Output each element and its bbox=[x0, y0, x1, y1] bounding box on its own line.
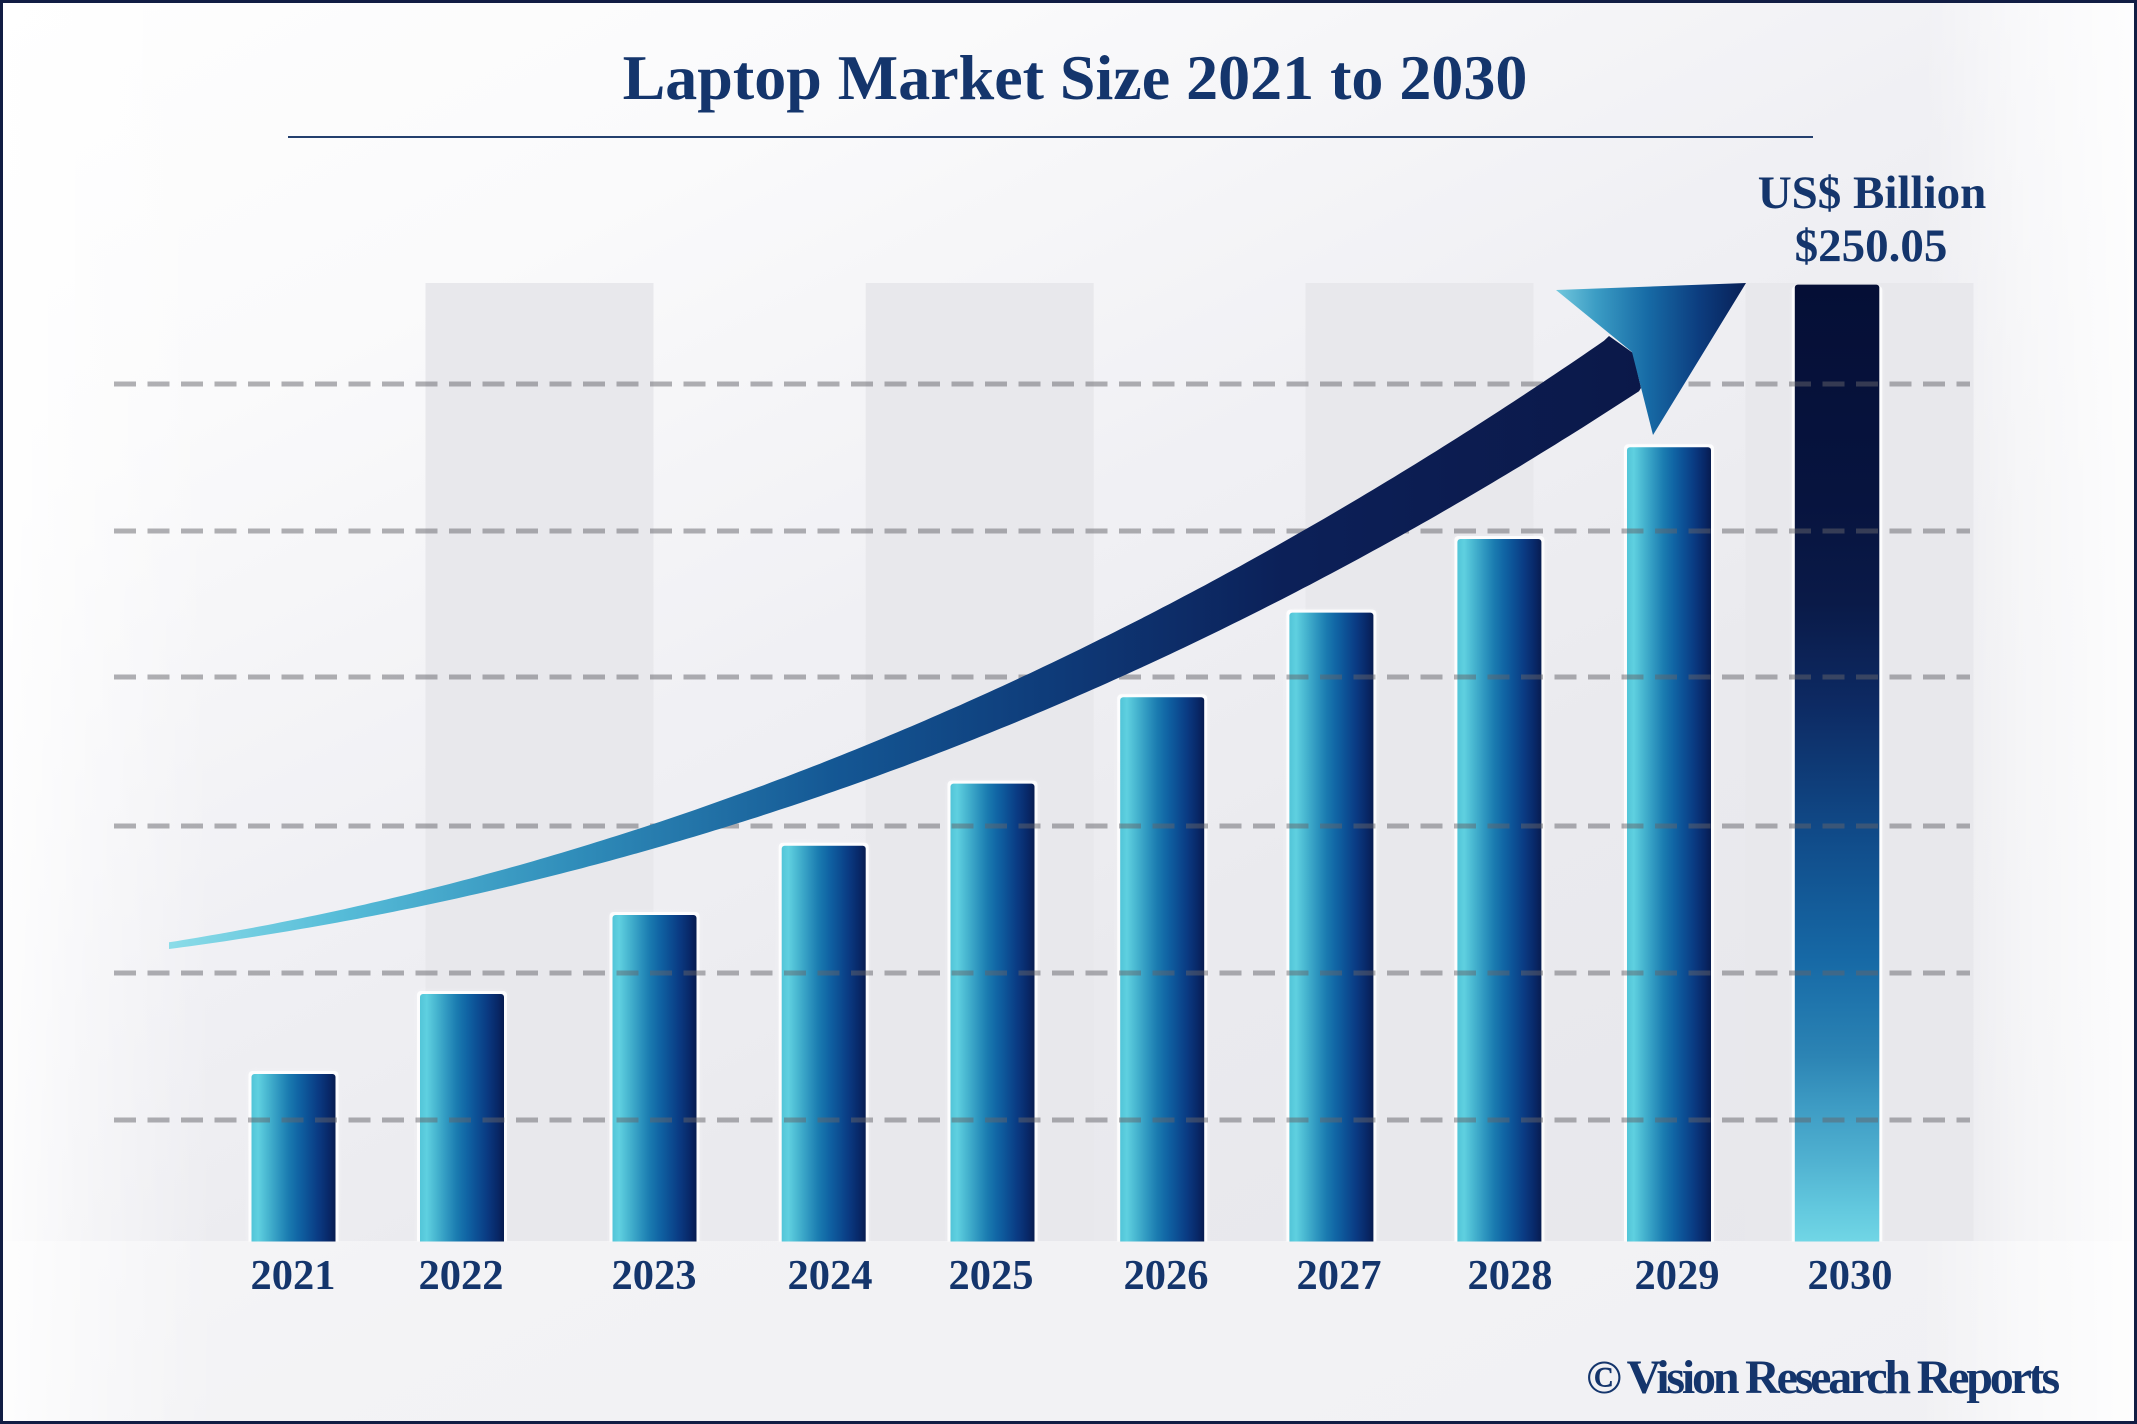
svg-text:2023: 2023 bbox=[612, 1252, 697, 1299]
svg-text:Laptop Market Size 2021 to 203: Laptop Market Size 2021 to 2030 bbox=[623, 42, 1528, 113]
svg-text:2030: 2030 bbox=[1808, 1252, 1893, 1299]
svg-text:2027: 2027 bbox=[1297, 1252, 1382, 1299]
svg-text:2029: 2029 bbox=[1635, 1252, 1720, 1299]
svg-text:2024: 2024 bbox=[788, 1252, 873, 1299]
svg-text:2028: 2028 bbox=[1468, 1252, 1553, 1299]
svg-text:$250.05: $250.05 bbox=[1795, 220, 1948, 272]
svg-text:US$ Billion: US$ Billion bbox=[1758, 167, 1987, 219]
svg-text:2021: 2021 bbox=[251, 1252, 336, 1299]
svg-text:2026: 2026 bbox=[1124, 1252, 1209, 1299]
svg-text:2022: 2022 bbox=[419, 1252, 504, 1299]
svg-text:© Vision Research Reports: © Vision Research Reports bbox=[1586, 1351, 2059, 1404]
svg-text:2025: 2025 bbox=[949, 1252, 1034, 1299]
